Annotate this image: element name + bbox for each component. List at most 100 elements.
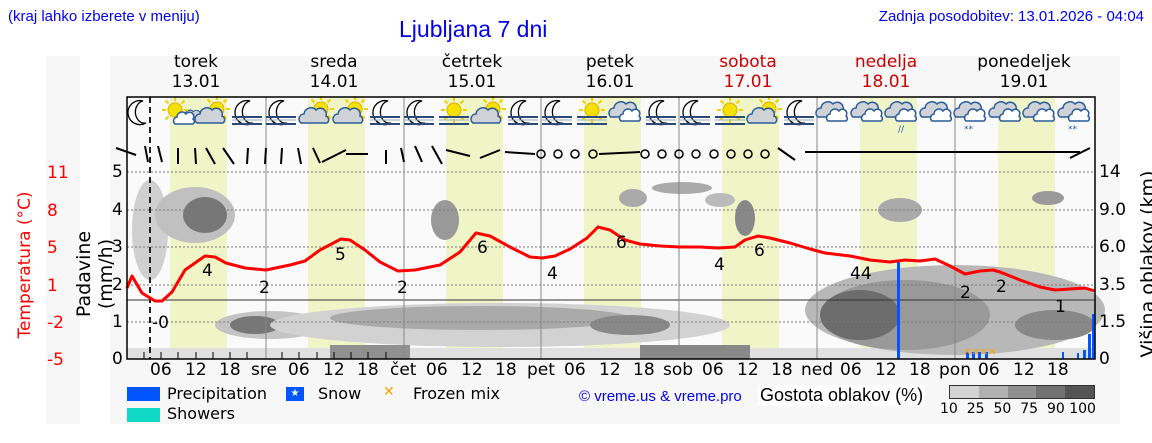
cloud-height-tick: 0 [1099, 349, 1110, 369]
x-tick: 18 [357, 360, 379, 380]
svg-text:4: 4 [547, 264, 558, 284]
calm-wind-circles [536, 149, 770, 159]
precipitation-axis-label: Padavine (mm/h) [73, 230, 117, 318]
location-hint: (kraj lahko izberete v meniju) [8, 8, 200, 25]
day-separators [265, 97, 956, 359]
density-tick: 100 [1069, 401, 1096, 417]
day-header-fri: petek 16.01 [550, 52, 670, 92]
legend-precipitation: Precipitation [167, 384, 268, 403]
svg-text:4: 4 [202, 261, 213, 281]
temp-tick: -2 [47, 313, 64, 333]
x-tick: 12 [875, 360, 897, 380]
svg-text:2: 2 [259, 278, 270, 298]
x-tick: 12 [599, 360, 621, 380]
day-date: 15.01 [447, 72, 497, 92]
precip-tick: 3 [112, 237, 123, 257]
x-tick: 06 [426, 360, 448, 380]
precip-tick: 1 [112, 312, 123, 332]
horizontal-gridlines [127, 171, 1095, 323]
x-tick: pet [527, 360, 555, 380]
cloud-height-tick: 14 [1099, 162, 1121, 182]
temp-tick: -5 [47, 350, 64, 370]
day-date: 17.01 [723, 72, 773, 92]
precip-tick: 5 [112, 162, 123, 182]
x-tick: 06 [978, 360, 1000, 380]
day-name: sobota [719, 52, 777, 72]
x-tick: 18 [633, 360, 655, 380]
temp-tick: 1 [47, 276, 58, 296]
day-date: 18.01 [861, 72, 911, 92]
day-date: 16.01 [585, 72, 635, 92]
x-tick: 18 [495, 360, 517, 380]
last-updated: Zadnja posodobitev: 13.01.2026 - 04:04 [878, 8, 1144, 25]
x-axis-ticks [143, 352, 387, 359]
frozen-mix-x-icon: ✕ [383, 384, 395, 400]
x-tick: 12 [323, 360, 345, 380]
x-tick: pon [939, 360, 971, 380]
precipitation-bars [897, 261, 1095, 359]
temp-tick: 11 [47, 163, 69, 183]
x-tick: 12 [1013, 360, 1035, 380]
svg-text:**: ** [1068, 125, 1078, 135]
day-name: sreda [310, 52, 358, 72]
x-tick: 12 [461, 360, 483, 380]
day-date: 19.01 [999, 72, 1049, 92]
day-name: petek [585, 52, 635, 72]
density-tick: 10 [940, 401, 958, 417]
day-header-tue: torek 13.01 [136, 52, 256, 92]
svg-text:2: 2 [960, 283, 971, 303]
svg-text:✕✕✕✕: ✕✕✕✕ [963, 347, 997, 358]
legend-frozen-mix: Frozen mix [413, 384, 501, 403]
svg-text:6: 6 [754, 241, 765, 261]
x-tick: sre [251, 360, 277, 380]
x-tick: ned [801, 360, 834, 380]
svg-text:**: ** [964, 125, 974, 135]
snow-star-icon: ★ [286, 387, 304, 401]
x-tick: 18 [219, 360, 241, 380]
temp-tick: 8 [47, 201, 58, 221]
x-tick: 12 [185, 360, 207, 380]
precip-tick: 0 [112, 349, 123, 369]
legend-showers: Showers [167, 404, 235, 423]
cloud-height-tick: 6.0 [1099, 237, 1127, 257]
svg-text:6: 6 [477, 238, 488, 258]
temperature-data-labels: -0 4 2 5 2 6 4 6 4 6 44 2 2 1 [152, 233, 1066, 333]
precipitation-swatch [127, 387, 160, 401]
cloud-density-title: Gostota oblakov (%) [758, 385, 926, 406]
x-tick: 06 [564, 360, 586, 380]
frozen-mix-markers: ✕✕✕✕ [963, 347, 997, 358]
density-tick: 50 [993, 401, 1012, 417]
x-tick: 06 [702, 360, 724, 380]
x-tick: 18 [1047, 360, 1069, 380]
day-header-sun: nedelja 18.01 [826, 52, 946, 92]
day-header-wed: sreda 14.01 [274, 52, 394, 92]
temperature-axis-panel [46, 56, 80, 424]
temperature-axis-label: Temperatura (°C) [15, 191, 35, 339]
svg-text:5: 5 [335, 245, 346, 265]
cloud-height-tick: 3.5 [1099, 275, 1127, 295]
temperature-line [125, 225, 1096, 303]
cloud-density-shading [127, 180, 1105, 359]
day-header-mon: ponedeljek 19.01 [964, 52, 1084, 92]
density-tick: 75 [1020, 401, 1039, 417]
svg-text:2: 2 [397, 278, 408, 298]
density-tick: 90 [1046, 401, 1065, 417]
cloud-density-ticks: 10 25 50 75 90 100 [940, 401, 1110, 417]
x-tick: čet [390, 360, 417, 380]
day-name: nedelja [854, 52, 918, 72]
copyright-link[interactable]: © vreme.us & vreme.pro [579, 388, 742, 405]
wind-barbs-row [115, 145, 1091, 165]
svg-text:4: 4 [714, 255, 725, 275]
showers-swatch [127, 408, 160, 422]
svg-text://: // [898, 125, 905, 135]
cloud-density-colorbar [949, 385, 1095, 399]
page-title: Ljubljana 7 dni [399, 16, 548, 42]
precip-tick: 4 [112, 200, 123, 220]
svg-text:44: 44 [850, 264, 872, 284]
temp-tick: 5 [47, 238, 58, 258]
weather-icons-row: // ** ** [127, 95, 1091, 135]
day-date: 13.01 [171, 72, 221, 92]
x-tick: 18 [909, 360, 931, 380]
svg-text:6: 6 [616, 233, 627, 253]
